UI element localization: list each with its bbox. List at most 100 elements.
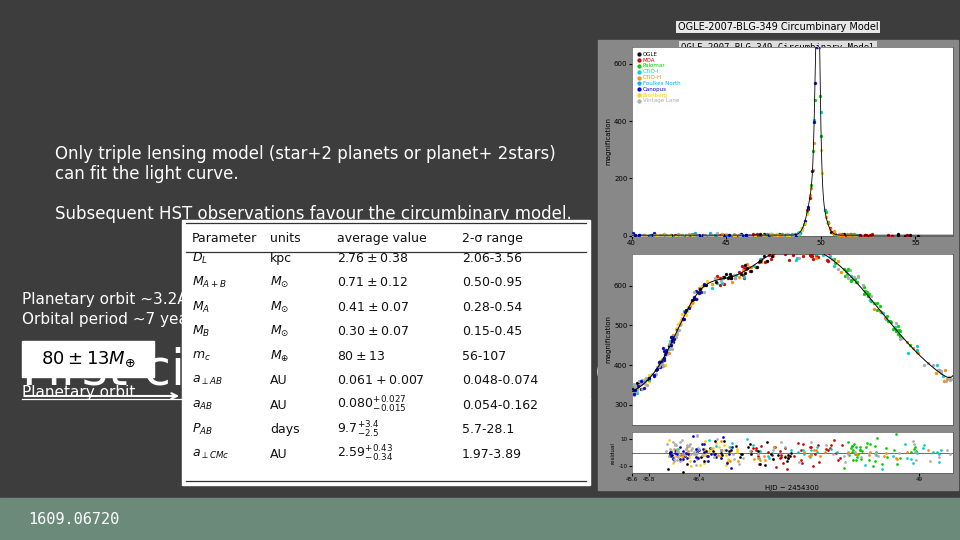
Point <box>808 446 824 454</box>
Point <box>734 449 750 458</box>
CTIO-I <box>817 206 832 214</box>
Point <box>844 442 859 450</box>
Point <box>849 456 864 464</box>
Point <box>659 347 674 356</box>
Point <box>749 262 764 271</box>
Point <box>704 444 719 453</box>
CTIO-H <box>823 225 838 233</box>
CTIO-I <box>850 231 865 239</box>
CTIO-I <box>806 116 822 125</box>
Palomar <box>813 92 828 100</box>
Point <box>805 446 821 454</box>
Canopus <box>809 43 825 51</box>
Point <box>654 357 669 366</box>
Point <box>759 257 775 266</box>
Point <box>628 383 643 391</box>
CTIO-H <box>783 231 799 240</box>
Vintage Lane <box>727 230 742 239</box>
Point <box>887 322 902 331</box>
Point <box>657 354 672 362</box>
Point <box>878 443 894 452</box>
Point <box>854 447 870 456</box>
Point <box>694 284 709 293</box>
Point <box>736 273 752 282</box>
Point <box>699 276 714 285</box>
Point <box>809 443 825 451</box>
Point <box>724 272 739 281</box>
Point <box>732 453 747 462</box>
Palomar <box>790 232 805 240</box>
Point <box>890 460 905 468</box>
Point <box>707 448 722 456</box>
Point <box>942 373 957 382</box>
Point <box>754 254 769 263</box>
Point <box>867 450 882 458</box>
Point <box>708 278 724 286</box>
Point <box>689 448 705 456</box>
Point <box>683 440 698 448</box>
Foulkes North <box>735 232 751 240</box>
Point <box>706 444 721 453</box>
OGLE <box>703 232 718 240</box>
Point <box>666 445 682 454</box>
Point <box>635 384 650 393</box>
Bronberg <box>795 224 810 233</box>
Point <box>638 381 654 389</box>
Text: kpc: kpc <box>270 252 292 265</box>
Point <box>890 322 905 330</box>
Foulkes North <box>734 231 750 240</box>
Point <box>813 451 828 460</box>
Point <box>802 452 817 461</box>
Point <box>721 450 736 458</box>
Point <box>938 377 953 386</box>
X-axis label: HJD − 2454300: HJD − 2454300 <box>765 485 819 491</box>
Point <box>630 379 645 388</box>
Point <box>661 340 677 349</box>
Point <box>780 454 796 462</box>
Point <box>828 258 843 267</box>
Point <box>724 438 739 447</box>
Point <box>673 437 688 446</box>
Point <box>683 446 698 455</box>
MOA <box>834 230 850 238</box>
Point <box>907 443 923 452</box>
Point <box>684 450 699 459</box>
Point <box>869 450 884 459</box>
Vintage Lane <box>731 231 746 240</box>
Point <box>795 458 810 467</box>
Point <box>767 443 782 452</box>
Point <box>629 389 644 397</box>
Point <box>669 326 684 335</box>
Point <box>719 460 734 469</box>
Bronberg <box>710 231 726 239</box>
Point <box>773 454 788 462</box>
Point <box>664 335 680 343</box>
Point <box>632 377 647 386</box>
Point <box>692 284 708 292</box>
CTIO-I <box>772 232 787 240</box>
Text: 0.50-0.95: 0.50-0.95 <box>462 276 522 289</box>
Palomar <box>776 230 791 239</box>
Point <box>644 370 660 379</box>
OGLE <box>663 231 679 240</box>
MOA <box>747 231 762 239</box>
Point <box>629 382 644 391</box>
Point <box>850 453 865 462</box>
Point <box>708 442 724 450</box>
Point <box>861 291 876 299</box>
Point <box>707 450 722 458</box>
Point <box>655 355 670 363</box>
Point <box>757 258 773 267</box>
Point <box>748 263 763 272</box>
Point <box>625 382 640 390</box>
Point <box>857 287 873 295</box>
Point <box>668 333 684 342</box>
Foulkes North <box>786 232 802 240</box>
Point <box>791 457 806 466</box>
Point <box>873 307 888 315</box>
Point <box>665 334 681 343</box>
Point <box>672 442 687 451</box>
Point <box>840 272 855 280</box>
Point <box>684 295 700 304</box>
Point <box>677 307 692 315</box>
